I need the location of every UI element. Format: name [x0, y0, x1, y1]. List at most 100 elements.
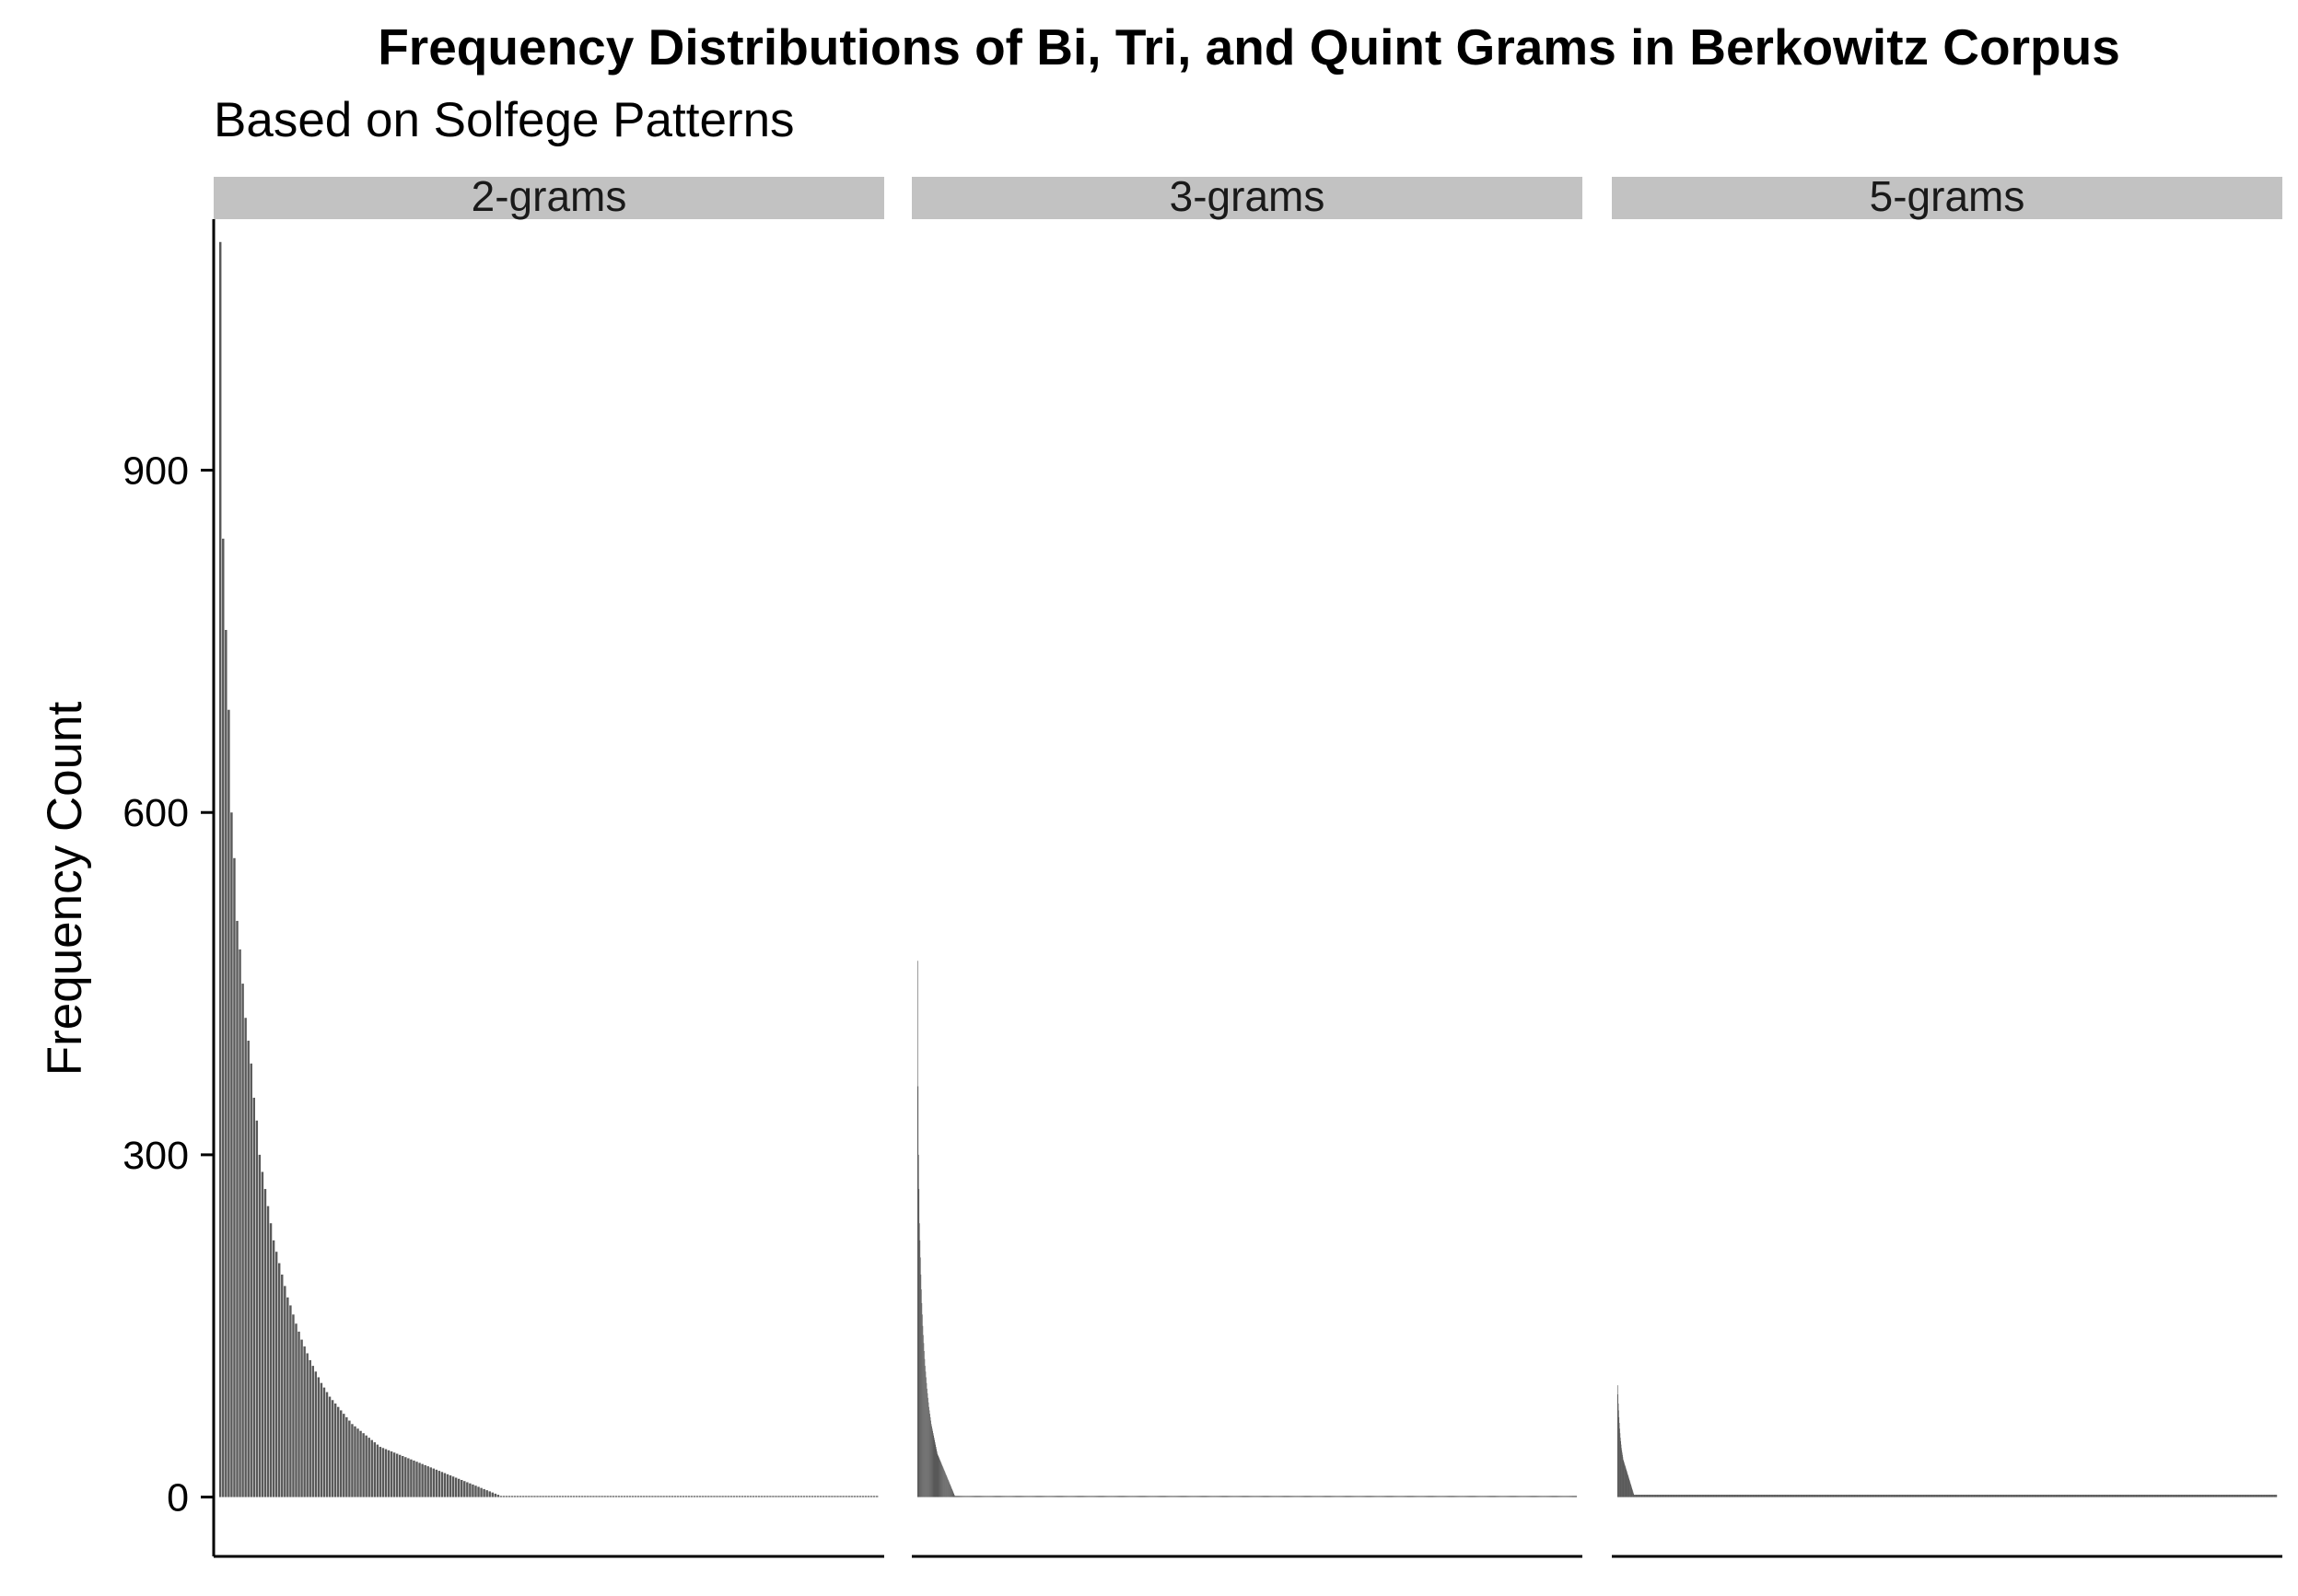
bar	[1383, 1496, 1384, 1497]
bar	[2108, 1495, 2109, 1497]
bar	[1243, 1496, 1245, 1497]
bar	[1738, 1495, 1740, 1497]
bar	[1009, 1496, 1011, 1497]
bar	[951, 1487, 952, 1497]
bar	[1276, 1496, 1277, 1497]
bar	[2088, 1495, 2089, 1497]
bar	[1817, 1495, 1819, 1497]
bar	[1700, 1495, 1702, 1497]
bar	[2208, 1495, 2210, 1497]
bar	[1870, 1495, 1871, 1497]
bar	[1176, 1496, 1177, 1497]
bar	[1563, 1496, 1565, 1497]
bar	[928, 1406, 929, 1497]
bar	[379, 1447, 382, 1497]
bar	[822, 1496, 825, 1497]
bar	[1917, 1495, 1919, 1497]
bar	[1321, 1496, 1323, 1497]
bar	[1986, 1495, 1988, 1497]
bar	[1313, 1496, 1314, 1497]
bar	[1260, 1496, 1261, 1497]
bar	[1725, 1495, 1726, 1497]
bar	[1365, 1496, 1367, 1497]
bar	[1672, 1495, 1674, 1497]
bar	[281, 1274, 284, 1497]
bar	[1044, 1496, 1046, 1497]
bar	[1244, 1496, 1246, 1497]
bar	[2150, 1495, 2151, 1497]
bar	[2074, 1495, 2076, 1497]
bar	[2125, 1495, 2126, 1497]
bar	[1515, 1496, 1516, 1497]
bar	[1713, 1495, 1715, 1497]
bar	[2275, 1495, 2277, 1497]
bar	[1993, 1495, 1995, 1497]
y-axis-label: Frequency Count	[38, 701, 92, 1076]
bar	[1915, 1495, 1916, 1497]
bar	[1715, 1495, 1717, 1497]
bar	[418, 1462, 421, 1497]
bar	[1238, 1496, 1239, 1497]
bar	[1193, 1496, 1194, 1497]
bar	[2003, 1495, 2005, 1497]
bar	[2136, 1495, 2137, 1497]
bar	[1373, 1496, 1375, 1497]
bar	[1346, 1496, 1347, 1497]
bar	[971, 1496, 973, 1497]
bar	[1264, 1496, 1266, 1497]
bar	[1384, 1496, 1386, 1497]
bar	[2172, 1495, 2174, 1497]
bar	[2244, 1495, 2246, 1497]
bar	[2196, 1495, 2197, 1497]
bar	[1733, 1495, 1734, 1497]
bar	[2221, 1495, 2222, 1497]
bar	[1345, 1496, 1347, 1497]
bar	[421, 1463, 424, 1497]
bar	[2003, 1495, 2005, 1497]
bar	[1969, 1495, 1970, 1497]
bar	[1505, 1496, 1507, 1497]
bar	[1950, 1495, 1952, 1497]
bar	[569, 1496, 573, 1497]
bar	[1255, 1496, 1257, 1497]
bar	[1887, 1495, 1889, 1497]
bar	[2259, 1495, 2261, 1497]
bar	[1946, 1495, 1947, 1497]
bar	[381, 1448, 385, 1497]
bar	[987, 1496, 989, 1497]
bar	[1806, 1495, 1808, 1497]
bar	[845, 1496, 847, 1497]
bar	[1072, 1496, 1074, 1497]
facet-strip	[1612, 177, 2282, 219]
bar	[1961, 1495, 1963, 1497]
bar	[1001, 1496, 1003, 1497]
bar	[2051, 1495, 2053, 1497]
bar	[847, 1496, 850, 1497]
bar	[1738, 1495, 1740, 1497]
bar	[1467, 1496, 1468, 1497]
bar	[1261, 1496, 1263, 1497]
bar	[1208, 1496, 1209, 1497]
bar	[1542, 1496, 1544, 1497]
bar	[1010, 1496, 1012, 1497]
bar	[1428, 1496, 1429, 1497]
bar	[1000, 1496, 1001, 1497]
bar	[1157, 1496, 1158, 1497]
bar	[1966, 1495, 1968, 1497]
bar	[1771, 1495, 1773, 1497]
bar	[2101, 1495, 2103, 1497]
bar	[1478, 1496, 1480, 1497]
bar	[2153, 1495, 2154, 1497]
bar	[634, 1496, 637, 1497]
bar	[2079, 1495, 2081, 1497]
bar	[555, 1496, 559, 1497]
bar	[1464, 1496, 1465, 1497]
bar	[1523, 1496, 1524, 1497]
bar	[1671, 1495, 1673, 1497]
bar	[2041, 1495, 2043, 1497]
bar	[1830, 1495, 1831, 1497]
bar	[1508, 1496, 1510, 1497]
bar	[1626, 1468, 1627, 1497]
bar	[1397, 1496, 1399, 1497]
